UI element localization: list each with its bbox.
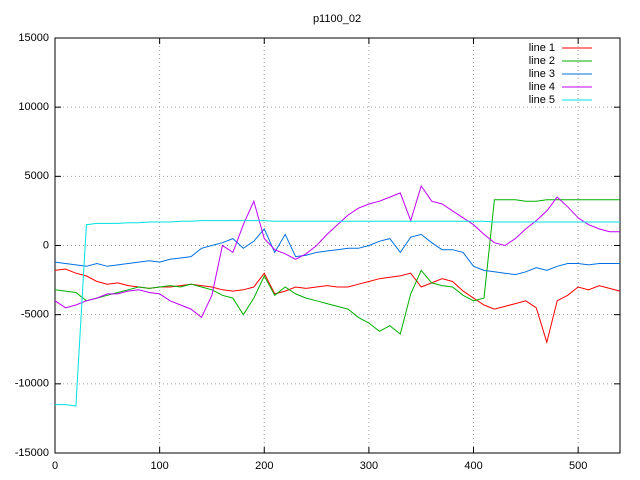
legend-label: line 2 (529, 55, 555, 67)
y-tick-label: 5000 (25, 170, 49, 182)
x-tick-label: 200 (255, 460, 273, 472)
y-tick-label: 10000 (18, 101, 49, 113)
x-tick-label: 300 (360, 460, 378, 472)
x-tick-label: 0 (52, 460, 58, 472)
series-line (55, 220, 620, 407)
y-tick-label: -5000 (21, 309, 49, 321)
series-line (54, 199, 620, 335)
chart-title: p1100_02 (313, 13, 361, 25)
legend-label: line 4 (529, 81, 555, 93)
plot-frame (54, 37, 621, 454)
y-tick-label: -10000 (15, 378, 49, 390)
series-line (54, 227, 620, 276)
x-tick-label: 400 (464, 460, 482, 472)
x-tick-label: 500 (569, 460, 587, 472)
legend-label: line 5 (529, 94, 555, 106)
legend-label: line 3 (529, 68, 555, 80)
y-tick-label: 0 (43, 239, 49, 251)
y-tick-label: -15000 (15, 447, 49, 459)
series-line (54, 184, 620, 319)
x-tick-label: 100 (150, 460, 168, 472)
legend-label: line 1 (529, 42, 555, 54)
y-tick-label: 15000 (18, 32, 49, 44)
